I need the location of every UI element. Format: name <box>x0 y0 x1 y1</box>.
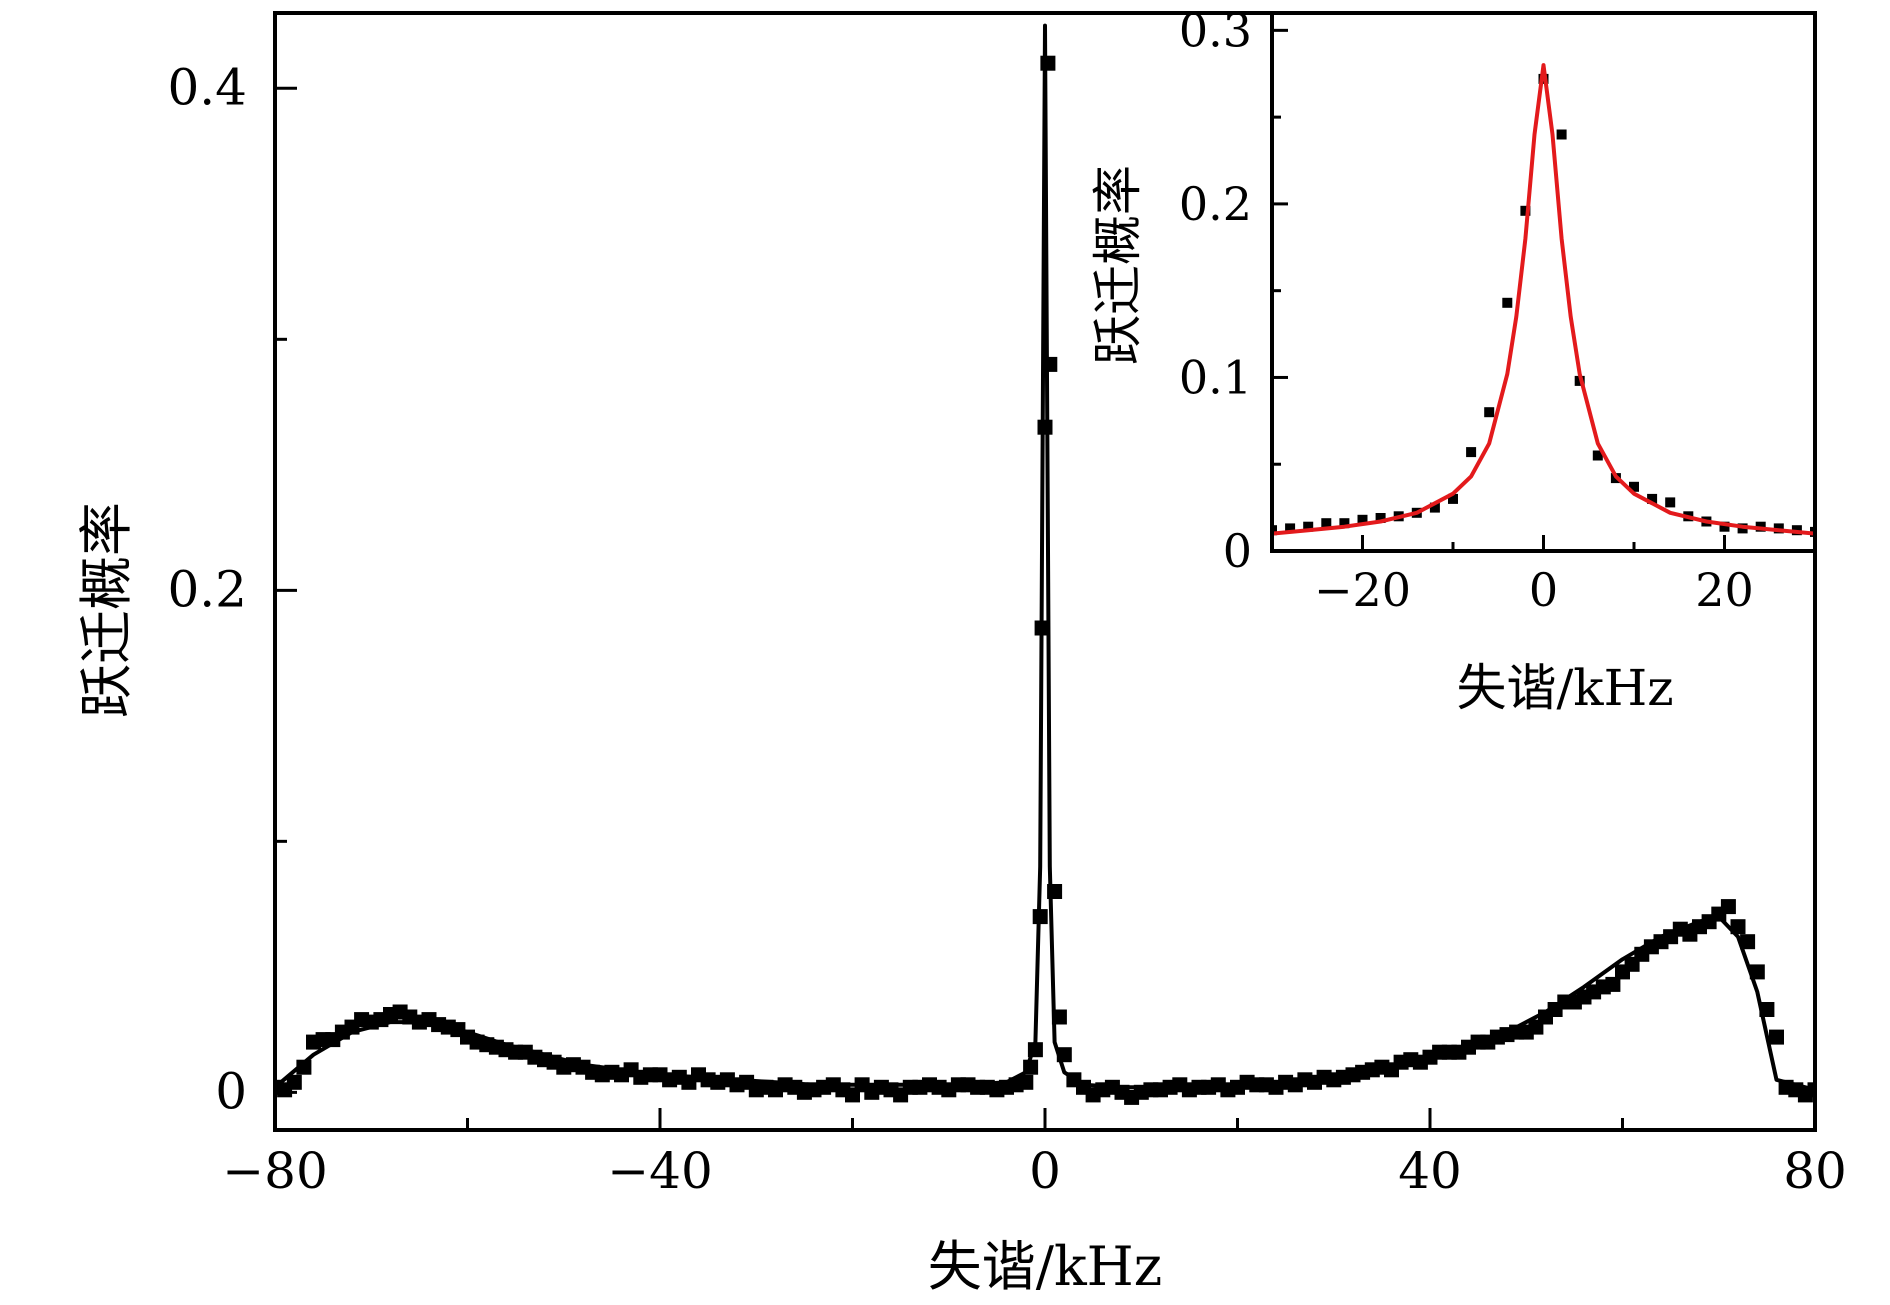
inset-data-point <box>1285 523 1296 534</box>
main-data-point <box>286 1074 302 1090</box>
main-series-layer <box>275 23 1815 1105</box>
main-data-point <box>1605 976 1621 992</box>
main-x-tick-label: 40 <box>1398 1142 1462 1200</box>
main-data-point <box>1720 899 1736 915</box>
inset-background <box>1272 13 1815 551</box>
inset-x-tick-label: 0 <box>1529 563 1558 617</box>
main-x-tick-label: −40 <box>607 1142 713 1200</box>
inset-data-point <box>1484 407 1495 418</box>
inset-series-layer <box>1272 63 1815 537</box>
inset-data-point <box>1339 518 1350 529</box>
inset-data-point <box>1375 513 1386 523</box>
inset-plot-area <box>1272 63 1815 537</box>
inset-data-point <box>1665 497 1676 508</box>
inset-data-point <box>1466 447 1477 458</box>
inset-chart: −20 0 20 0 0.1 0.2 0.3 失谐/kHz 跃迁概率 <box>1089 3 1817 717</box>
inset-data-point <box>1647 493 1658 504</box>
inset-x-tick-label: 20 <box>1695 563 1754 617</box>
main-y-tick-label: 0 <box>215 1062 247 1120</box>
inset-y-tick-label: 0.2 <box>1179 177 1252 231</box>
inset-data-point <box>1556 129 1567 140</box>
main-ticks-layer: −80 −40 0 40 80 0 0.2 0.4 <box>167 58 1846 1200</box>
main-x-tick-label: 0 <box>1029 1142 1061 1200</box>
inset-data-point <box>1448 493 1458 504</box>
inset-data-point <box>1719 521 1730 532</box>
inset-data-point <box>1357 514 1368 525</box>
main-data-point <box>1037 419 1053 435</box>
inset-x-axis-title: 失谐/kHz <box>1456 659 1673 717</box>
inset-data-point <box>1592 450 1603 461</box>
inset-y-axis-title: 跃迁概率 <box>1089 165 1147 365</box>
main-x-tick-label: 80 <box>1783 1142 1847 1200</box>
inset-data-point <box>1429 502 1440 513</box>
inset-fit-line <box>1272 63 1815 536</box>
inset-data-point <box>1321 518 1332 529</box>
inset-data-point <box>1502 297 1513 308</box>
main-data-point <box>1769 1029 1784 1045</box>
main-y-axis-title: 跃迁概率 <box>75 502 138 718</box>
main-plot-area <box>275 23 1815 1105</box>
inset-y-tick-label: 0.3 <box>1179 3 1252 57</box>
inset-data-point <box>1520 205 1531 216</box>
inset-data-point <box>1272 525 1277 536</box>
main-data-point <box>1018 1074 1034 1090</box>
inset-ticks-layer: −20 0 20 0 0.1 0.2 0.3 <box>1179 3 1754 617</box>
main-y-tick-label: 0.2 <box>167 560 247 618</box>
main-data-point <box>1740 934 1756 950</box>
main-data-point <box>1040 55 1056 71</box>
main-fit-line <box>275 23 1815 1092</box>
inset-y-tick-label: 0 <box>1223 524 1252 578</box>
inset-data-point <box>1303 521 1314 532</box>
inset-y-tick-label: 0.1 <box>1179 350 1252 404</box>
inset-data-point <box>1629 481 1639 492</box>
inset-x-tick-label: −20 <box>1314 563 1411 617</box>
main-y-tick-label: 0.4 <box>167 58 247 116</box>
main-chart: −80 −40 0 40 80 0 0.2 0.4 失谐/kHz 跃迁概率 <box>75 11 1847 1298</box>
main-x-tick-label: −80 <box>222 1142 328 1200</box>
main-x-axis-title: 失谐/kHz <box>928 1235 1162 1298</box>
